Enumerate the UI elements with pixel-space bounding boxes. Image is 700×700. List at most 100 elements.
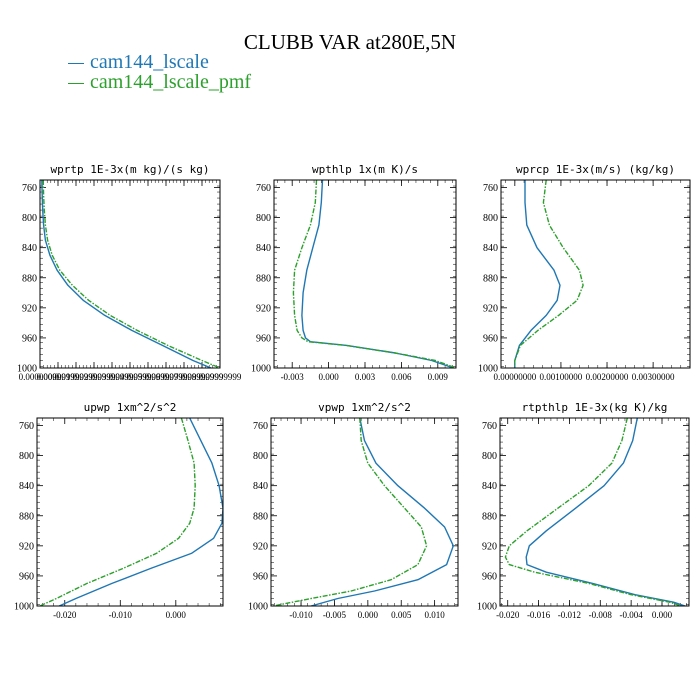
x-tick-label: 0.05999999 bbox=[127, 372, 170, 382]
x-tick-label: -0.020 bbox=[496, 610, 520, 620]
y-tick-label: 880 bbox=[256, 273, 271, 284]
x-tick-label: 0.04999999 bbox=[109, 372, 152, 382]
y-tick-label: 840 bbox=[482, 481, 497, 492]
y-tick-label: 960 bbox=[483, 333, 498, 344]
chart-panel-3: wprcp 1E-3x(m/s) (kg/kg) 760 800 840 880 920 9… bbox=[478, 163, 691, 382]
y-tick-label: 960 bbox=[22, 333, 37, 344]
series-line-lscale bbox=[301, 180, 454, 368]
y-tick-label: 960 bbox=[253, 571, 268, 582]
y-tick-label: 800 bbox=[19, 451, 34, 462]
plot-frame bbox=[499, 417, 690, 607]
y-tick-label: 760 bbox=[253, 421, 268, 432]
y-tick-label: 960 bbox=[256, 333, 271, 344]
series-line-lscale bbox=[41, 180, 212, 368]
y-tick-label: 840 bbox=[483, 243, 498, 254]
y-tick-label: 840 bbox=[22, 243, 37, 254]
y-tick-label: 880 bbox=[19, 511, 34, 522]
legend-entry-pmf: cam144_lscale_pmf bbox=[68, 72, 251, 92]
plot-frame bbox=[39, 179, 221, 369]
x-tick-label: 0.03999999 bbox=[91, 372, 134, 382]
y-tick-label: 920 bbox=[22, 303, 37, 314]
y-tick-label: 1000 bbox=[251, 364, 271, 375]
plot-frame bbox=[36, 417, 224, 607]
series-line-pmf bbox=[272, 418, 428, 606]
y-tick-label: 1000 bbox=[248, 602, 268, 613]
y-tick-label: 800 bbox=[256, 213, 271, 224]
series-line-lscale bbox=[514, 180, 561, 368]
series-line-pmf bbox=[292, 180, 456, 368]
y-tick-label: 920 bbox=[253, 541, 268, 552]
chart-panel-6: rtpthlp 1E-3x(kg K)/kg 760 800 840 880 920 960… bbox=[477, 401, 690, 620]
x-tick-label: -0.020 bbox=[53, 610, 77, 620]
x-tick-label: 0.006 bbox=[391, 372, 412, 382]
y-tick-label: 760 bbox=[256, 183, 271, 194]
panel-title: wpthlp 1x(m K)/s bbox=[312, 163, 418, 176]
x-tick-label: 0.00200000 bbox=[586, 372, 629, 382]
x-tick-label: 0.01999999 bbox=[55, 372, 98, 382]
x-tick-label: 0.000 bbox=[652, 610, 673, 620]
x-tick-label: -0.003 bbox=[281, 372, 305, 382]
panel-title: rtpthlp 1E-3x(kg K)/kg bbox=[522, 401, 668, 414]
y-tick-label: 800 bbox=[482, 451, 497, 462]
y-tick-label: 840 bbox=[253, 481, 268, 492]
plot-frame bbox=[270, 417, 459, 607]
x-tick-label: -0.016 bbox=[527, 610, 551, 620]
legend-label-lscale: cam144_lscale bbox=[90, 51, 209, 73]
y-tick-label: 880 bbox=[483, 273, 498, 284]
y-tick-label: 800 bbox=[483, 213, 498, 224]
x-tick-label: -0.004 bbox=[620, 610, 644, 620]
x-tick-label: -0.012 bbox=[558, 610, 581, 620]
series-line-pmf bbox=[514, 180, 584, 368]
y-tick-label: 800 bbox=[22, 213, 37, 224]
y-tick-label: 920 bbox=[256, 303, 271, 314]
y-tick-label: 760 bbox=[19, 421, 34, 432]
series-line-pmf bbox=[504, 418, 682, 606]
plot-frame bbox=[500, 179, 691, 369]
panel-title: vpwp 1xm^2/s^2 bbox=[318, 401, 411, 414]
y-tick-label: 1000 bbox=[477, 602, 497, 613]
x-tick-label: -0.010 bbox=[109, 610, 133, 620]
x-tick-label: 0.003 bbox=[355, 372, 376, 382]
x-tick-label: 0.00000000 bbox=[493, 372, 536, 382]
x-tick-label: 0.009 bbox=[428, 372, 449, 382]
y-tick-label: 880 bbox=[482, 511, 497, 522]
legend-entry-lscale: cam144_lscale bbox=[68, 52, 251, 72]
y-tick-label: 760 bbox=[483, 183, 498, 194]
x-tick-label: 0.00000000 bbox=[19, 372, 62, 382]
x-tick-label: 0.000 bbox=[358, 610, 379, 620]
x-tick-label: 0.00999999 bbox=[37, 372, 80, 382]
y-tick-label: 880 bbox=[253, 511, 268, 522]
y-tick-label: 840 bbox=[256, 243, 271, 254]
panel-title: upwp 1xm^2/s^2 bbox=[84, 401, 177, 414]
x-tick-label: 0.06999999 bbox=[145, 372, 188, 382]
x-tick-label: 0.02999999 bbox=[73, 372, 116, 382]
y-tick-label: 800 bbox=[253, 451, 268, 462]
series-line-pmf bbox=[42, 180, 220, 368]
y-tick-label: 1000 bbox=[17, 364, 37, 375]
series-line-pmf bbox=[39, 418, 196, 606]
y-tick-label: 760 bbox=[22, 183, 37, 194]
series-line-lscale bbox=[58, 418, 223, 606]
x-tick-label: 0.07999999 bbox=[163, 372, 206, 382]
chart-panel-1: wprtp 1E-3x(m kg)/(s kg) 760 800 840 880 920 9… bbox=[17, 163, 242, 382]
y-tick-label: 920 bbox=[19, 541, 34, 552]
x-tick-label: 0.010 bbox=[425, 610, 446, 620]
legend-swatch-lscale bbox=[68, 63, 84, 64]
figure-title: CLUBB VAR at280E,5N bbox=[243, 30, 457, 54]
chart-panel-5: vpwp 1xm^2/s^2 760 800 840 880 920 960 1000 -0.0… bbox=[248, 401, 459, 620]
series-line-lscale bbox=[310, 418, 454, 606]
x-tick-label: 0.005 bbox=[391, 610, 412, 620]
x-tick-label: 0.09999999 bbox=[199, 372, 242, 382]
figure-legend: cam144_lscale cam144_lscale_pmf bbox=[68, 52, 251, 92]
panel-title: wprtp 1E-3x(m kg)/(s kg) bbox=[51, 163, 210, 176]
x-tick-label: 0.000 bbox=[318, 372, 339, 382]
y-tick-label: 920 bbox=[482, 541, 497, 552]
y-tick-label: 1000 bbox=[478, 364, 498, 375]
legend-label-pmf: cam144_lscale_pmf bbox=[90, 71, 252, 93]
y-tick-label: 920 bbox=[483, 303, 498, 314]
chart-panel-2: wpthlp 1x(m K)/s 760 800 840 880 920 960 1000 -0… bbox=[251, 163, 457, 382]
chart-panel-4: upwp 1xm^2/s^2 760 800 840 880 920 960 1000 -0.0… bbox=[14, 401, 224, 620]
panel-title: wprcp 1E-3x(m/s) (kg/kg) bbox=[516, 163, 675, 176]
x-tick-label: 0.000 bbox=[166, 610, 187, 620]
